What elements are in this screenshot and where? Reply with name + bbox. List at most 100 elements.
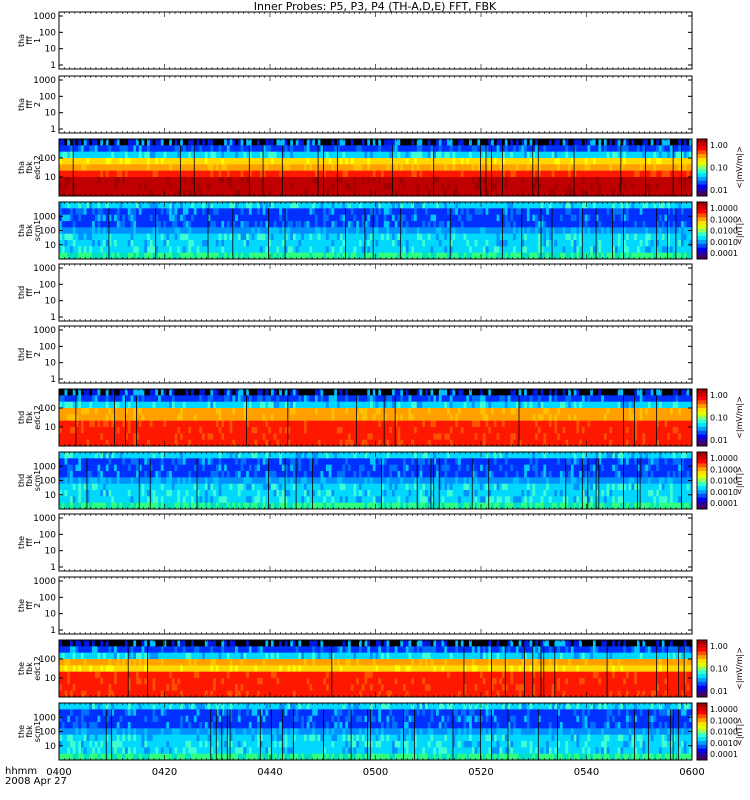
heatmap-cell: [111, 246, 115, 254]
heatmap-cell: [526, 208, 531, 216]
heatmap-cell: [119, 145, 123, 153]
heatmap-cell: [94, 433, 98, 441]
heatmap-cell: [61, 189, 65, 197]
heatmap-cell: [579, 158, 583, 165]
heatmap-cell: [188, 164, 192, 172]
heatmap-cell: [130, 145, 134, 153]
heatmap-cell: [243, 227, 247, 235]
heatmap-cell: [61, 158, 65, 165]
heatmap-cell: [119, 233, 123, 241]
heatmap-cell: [436, 227, 440, 235]
heatmap-cell: [408, 221, 412, 228]
heatmap-cell: [609, 221, 613, 228]
heatmap-cell: [64, 214, 68, 222]
heatmap-cell: [612, 208, 616, 216]
heatmap-cell: [171, 389, 175, 396]
heatmap-cell: [125, 246, 129, 254]
heatmap-cell: [136, 164, 140, 172]
heatmap-cell: [372, 139, 376, 146]
heatmap-cell: [149, 420, 153, 428]
heatmap-cell: [108, 427, 112, 434]
heatmap-cell: [334, 227, 338, 235]
heatmap-cell: [78, 420, 82, 428]
heatmap-cell: [433, 151, 437, 159]
heatmap-cell: [601, 177, 605, 184]
heatmap-cell: [491, 227, 495, 235]
heatmap-cell: [625, 246, 630, 254]
heatmap-cell: [524, 208, 528, 216]
heatmap-cell: [196, 240, 200, 247]
heatmap-cell: [653, 233, 657, 241]
heatmap-gap: [551, 208, 553, 259]
heatmap-cell: [551, 240, 555, 247]
heatmap-cell: [441, 221, 445, 228]
heatmap-cell: [548, 240, 553, 247]
heatmap-cell: [408, 164, 412, 172]
heatmap-cell: [174, 145, 178, 153]
heatmap-cell: [320, 164, 324, 172]
heatmap-cell: [144, 227, 148, 235]
heatmap-cell: [257, 252, 261, 260]
heatmap-cell: [328, 227, 332, 235]
heatmap-cell: [546, 158, 550, 165]
heatmap-cell: [229, 177, 233, 184]
heatmap-cell: [370, 214, 374, 222]
heatmap-cell: [438, 189, 442, 197]
heatmap-cell: [623, 221, 627, 228]
heatmap-cell: [273, 151, 277, 159]
heatmap-cell: [367, 170, 371, 178]
heatmap-cell: [81, 252, 85, 260]
heatmap-cell: [243, 214, 247, 222]
heatmap-cell: [105, 395, 109, 403]
heatmap-cell: [111, 408, 115, 415]
heatmap-cell: [353, 214, 357, 222]
heatmap-cell: [427, 151, 431, 159]
heatmap-cell: [636, 177, 641, 184]
heatmap-cell: [265, 395, 269, 403]
heatmap-cell: [169, 227, 173, 235]
heatmap-cell: [474, 240, 478, 247]
heatmap-cell: [130, 401, 134, 409]
heatmap-cell: [568, 177, 572, 184]
heatmap-cell: [675, 164, 679, 172]
heatmap-cell: [411, 158, 415, 165]
heatmap-cell: [436, 183, 440, 191]
heatmap-cell: [675, 145, 679, 153]
heatmap-cell: [279, 252, 283, 260]
heatmap-cell: [158, 139, 162, 146]
heatmap-cell: [75, 164, 79, 172]
heatmap-cell: [667, 252, 671, 260]
heatmap-cell: [562, 227, 566, 235]
heatmap-cell: [248, 433, 253, 441]
heatmap-cell: [306, 164, 310, 172]
heatmap-cell: [218, 252, 222, 260]
heatmap-cell: [383, 189, 387, 197]
heatmap-cell: [254, 433, 258, 441]
heatmap-cell: [295, 151, 299, 159]
heatmap-cell: [339, 252, 343, 260]
heatmap-cell: [661, 227, 665, 235]
heatmap-cell: [427, 208, 431, 216]
heatmap-cell: [160, 214, 164, 222]
heatmap-cell: [350, 208, 354, 216]
heatmap-cell: [554, 252, 558, 260]
heatmap-cell: [581, 151, 586, 159]
heatmap-cell: [114, 170, 118, 178]
heatmap-cell: [460, 170, 464, 178]
heatmap-cell: [383, 164, 387, 172]
heatmap-cell: [559, 183, 564, 191]
heatmap-cell: [199, 151, 203, 159]
heatmap-cell: [427, 233, 431, 241]
heatmap-cell: [86, 389, 90, 396]
heatmap-cell: [557, 227, 561, 235]
heatmap-cell: [317, 227, 321, 235]
heatmap-cell: [138, 158, 142, 165]
heatmap-cell: [466, 208, 470, 216]
heatmap-cell: [116, 221, 120, 228]
heatmap-cell: [584, 246, 588, 254]
heatmap-cell: [469, 233, 473, 241]
heatmap-cell: [502, 252, 506, 260]
heatmap-cell: [251, 401, 255, 409]
heatmap-cell: [576, 170, 580, 178]
heatmap-cell: [543, 246, 547, 254]
